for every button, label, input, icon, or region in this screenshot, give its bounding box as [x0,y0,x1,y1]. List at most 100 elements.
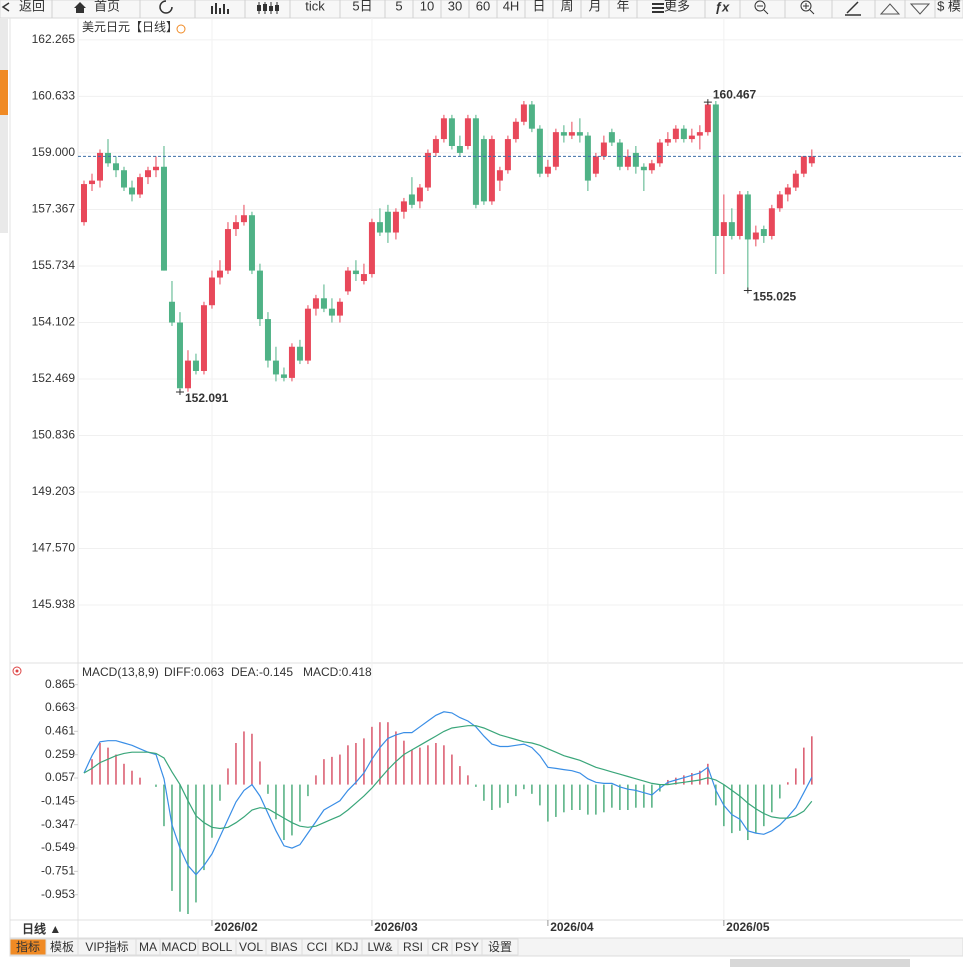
period-button[interactable]: 日线 ▲ [22,921,61,936]
candle-body [720,222,727,236]
candle-body [608,132,615,143]
zoom-in-plus [803,3,815,15]
tab-label[interactable]: 设置 [488,940,512,954]
toolbar-button[interactable]: 5 [395,0,402,13]
candle-body [96,152,103,181]
toolbar-button[interactable]: 4H [503,0,520,13]
candle-body [784,187,791,195]
x-tick-label: 2026/04 [550,920,594,934]
candle-body [384,211,391,233]
candle-body [632,152,639,167]
candle-body [576,132,583,136]
candle-body [592,156,599,174]
candle-body [744,194,751,240]
candle-body [808,156,815,164]
toolbar-button[interactable]: tick [305,0,325,13]
settings-icon[interactable] [12,666,22,676]
candle-body [176,322,183,389]
y-tick-label: 0.865 [45,677,75,691]
y-tick-label: 145.938 [32,597,76,611]
x-tick-label: 2026/05 [726,920,770,934]
y-tick-label: 162.265 [32,32,76,46]
macd-line [83,711,813,876]
tab-label[interactable]: RSI [403,940,423,954]
candle-body [256,270,263,320]
tab-label[interactable]: VIP指标 [85,939,128,954]
toolbar-button[interactable]: 30 [448,0,462,13]
candle-body [408,194,415,205]
extreme-marker [175,389,184,396]
macd-legend: DIFF:0.063 [164,665,224,679]
tab-label[interactable]: MA [139,940,157,954]
tab-label[interactable]: KDJ [336,940,359,954]
candle-body [240,215,247,223]
tab-label[interactable]: MACD [161,940,197,954]
candle-body [480,139,487,202]
candle-body [792,173,799,188]
tab-label[interactable]: 指标 [16,939,40,954]
candle-body [800,156,807,174]
title-icon[interactable] [176,24,186,34]
candle-body [560,132,567,136]
candle-body [232,222,239,230]
candle-body [600,142,607,157]
candle-body [152,166,159,171]
y-tick-label: -0.549 [41,840,75,854]
toolbar-button[interactable]: 返回 [19,0,45,13]
y-tick-label: 159.000 [32,145,76,159]
tab-label[interactable]: 模板 [50,940,74,954]
tab-label[interactable]: CR [431,940,449,954]
candle-body [552,132,559,167]
toolbar-button[interactable]: 月 [588,0,601,13]
toolbar-button[interactable]: 首页 [94,0,120,13]
macd-title: MACD(13,8,9) [82,665,159,679]
y-tick-label: 0.461 [45,723,75,737]
x-tick-label: 2026/02 [214,920,258,934]
candle-body [648,163,655,171]
candle-body [128,187,135,195]
refresh-icon [159,0,173,14]
tab-label[interactable]: PSY [455,940,479,954]
candle-body [512,121,519,140]
toolbar-button[interactable]: 年 [616,0,629,13]
candle-body [472,118,479,205]
candle-body [272,360,279,375]
candle-body [768,208,775,236]
candle-body [296,346,303,361]
chart-title: 美元日元 [82,20,130,34]
zoom-out-minus [757,5,769,15]
toolbar-button[interactable]: $ 模 [937,0,961,13]
tab-label[interactable]: VOL [239,940,263,954]
toolbar-button[interactable]: 10 [420,0,434,13]
candle-body [504,139,511,171]
candle-body [360,274,367,281]
toolbar-button[interactable]: 60 [476,0,490,13]
candle-body [392,211,399,233]
toolbar-button[interactable]: 更多 [664,0,690,13]
tab-label[interactable]: CCI [307,940,328,954]
candle-body [216,270,223,278]
y-tick-label: 152.469 [32,371,76,385]
toolbar-button[interactable]: 5日 [352,0,372,13]
zoom-in-icon[interactable] [800,0,812,12]
candle-body [304,308,311,361]
tab-label[interactable]: LW& [367,940,392,954]
y-tick-label: 149.203 [32,484,76,498]
scrollbar[interactable] [730,959,910,967]
candle-body [624,156,631,167]
macd-line [83,725,813,830]
candle-body [144,170,151,178]
zoom-out-icon[interactable] [754,0,766,12]
tab-label[interactable]: BIAS [270,940,297,954]
tab-label[interactable]: BOLL [202,940,233,954]
toolbar-button[interactable]: 周 [560,0,573,13]
tab[interactable] [481,938,519,956]
toolbar-button[interactable]: 日 [532,0,545,13]
menu-icon [652,3,664,13]
candle-body [488,139,495,202]
y-tick-label: 155.734 [32,258,76,272]
candle-body [456,145,463,153]
candle-body [528,104,535,129]
candle-body [736,194,743,236]
candle-body [312,298,319,309]
